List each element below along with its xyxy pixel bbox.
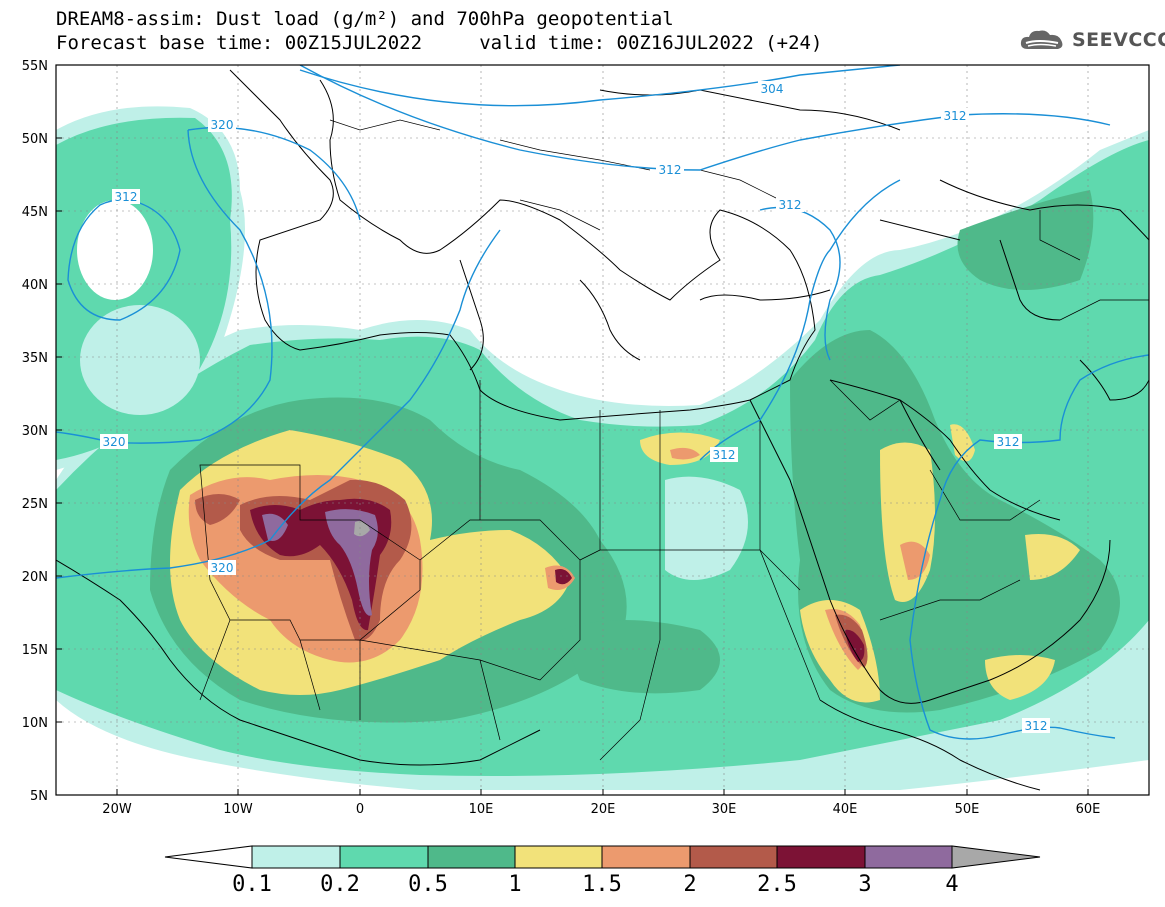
colorbar-swatch (864, 845, 953, 869)
svg-text:312: 312 (713, 448, 736, 462)
x-tick-label: 10W (223, 802, 253, 817)
map-title: DREAM8-assim: Dust load (g/m²) and 700hP… (56, 8, 674, 30)
colorbar-label: 3 (858, 872, 872, 897)
x-axis: 20W 10W 0 10E 20E 30E 40E 50E 60E (102, 789, 1100, 817)
y-tick-label: 40N (22, 278, 48, 293)
colorbar-label: 2.5 (757, 872, 797, 897)
contour-labels: 304 312 312 312 320 312 (100, 81, 1050, 733)
colorbar-label: 1 (508, 872, 522, 897)
colorbar-swatch (601, 845, 691, 869)
colorbar-swatch (514, 845, 603, 869)
colorbar-label: 2 (683, 872, 697, 897)
colorbar-label: 0.2 (320, 872, 360, 897)
x-tick-label: 60E (1076, 802, 1101, 817)
svg-text:320: 320 (211, 118, 234, 132)
dust-layer-4 (354, 521, 370, 537)
colorbar-min-arrow (164, 845, 253, 869)
y-axis: 55N 50N 45N 40N 35N 30N 25N 20N 15N 10N … (22, 59, 62, 804)
colorbar-swatch (339, 845, 429, 869)
x-tick-label: 20E (591, 802, 616, 817)
contour-label-320: 320 (100, 434, 128, 449)
coastlines (56, 69, 1149, 791)
logo-text: SEEVCCC (1072, 29, 1165, 51)
contour-label-312: 312 (656, 162, 684, 177)
map-plot-area: 304 312 312 312 320 312 (56, 65, 1149, 795)
colorbar-swatch (251, 845, 341, 869)
contour-label-312: 312 (776, 197, 804, 212)
y-tick-label: 15N (22, 643, 48, 658)
y-tick-label: 30N (22, 424, 48, 439)
y-tick-label: 45N (22, 205, 48, 220)
cloud-icon (1020, 30, 1063, 49)
colorbar-label: 0.5 (408, 872, 448, 897)
colorbar-label: 0.1 (232, 872, 272, 897)
contour-label-320: 320 (208, 117, 236, 132)
x-tick-label: 30E (712, 802, 737, 817)
colorbar-swatch (427, 845, 516, 869)
colorbar-swatch (689, 845, 778, 869)
graticule (56, 65, 1149, 795)
x-tick-label: 50E (955, 802, 980, 817)
contour-label-320: 320 (208, 560, 236, 575)
clear-areas (77, 200, 748, 580)
forecast-time: Forecast base time: 00Z15JUL2022 valid t… (56, 32, 823, 54)
dust-layer-3 (262, 509, 378, 616)
colorbar-label: 4 (945, 872, 959, 897)
contour-label-312: 312 (710, 447, 738, 462)
y-tick-label: 55N (22, 59, 48, 74)
svg-text:320: 320 (211, 561, 234, 575)
svg-text:312: 312 (115, 190, 138, 204)
geopotential-contours (56, 65, 1149, 740)
contour-label-312: 312 (112, 189, 140, 204)
svg-text:320: 320 (103, 435, 126, 449)
y-tick-label: 25N (22, 497, 48, 512)
y-tick-label: 50N (22, 132, 48, 147)
seevccc-logo: SEEVCCC (1018, 27, 1165, 53)
contour-label-312: 312 (1022, 718, 1050, 733)
svg-text:312: 312 (944, 109, 967, 123)
y-tick-label: 20N (22, 570, 48, 585)
y-tick-label: 35N (22, 351, 48, 366)
x-tick-label: 40E (833, 802, 858, 817)
contour-label-304: 304 (758, 81, 786, 96)
y-tick-label: 10N (22, 716, 48, 731)
svg-text:312: 312 (1025, 719, 1048, 733)
svg-text:304: 304 (761, 82, 784, 96)
country-borders (199, 119, 1149, 761)
x-tick-label: 10E (469, 802, 494, 817)
svg-text:312: 312 (997, 435, 1020, 449)
svg-text:312: 312 (659, 163, 682, 177)
svg-text:312: 312 (779, 198, 802, 212)
colorbar-swatch (776, 845, 866, 869)
x-tick-label: 0 (356, 802, 364, 817)
x-tick-label: 20W (102, 802, 132, 817)
colorbar (164, 845, 1041, 869)
y-tick-label: 5N (30, 789, 48, 804)
colorbar-label: 1.5 (582, 872, 622, 897)
contour-label-312: 312 (941, 108, 969, 123)
contour-label-312: 312 (994, 434, 1022, 449)
colorbar-max-arrow (951, 845, 1041, 869)
